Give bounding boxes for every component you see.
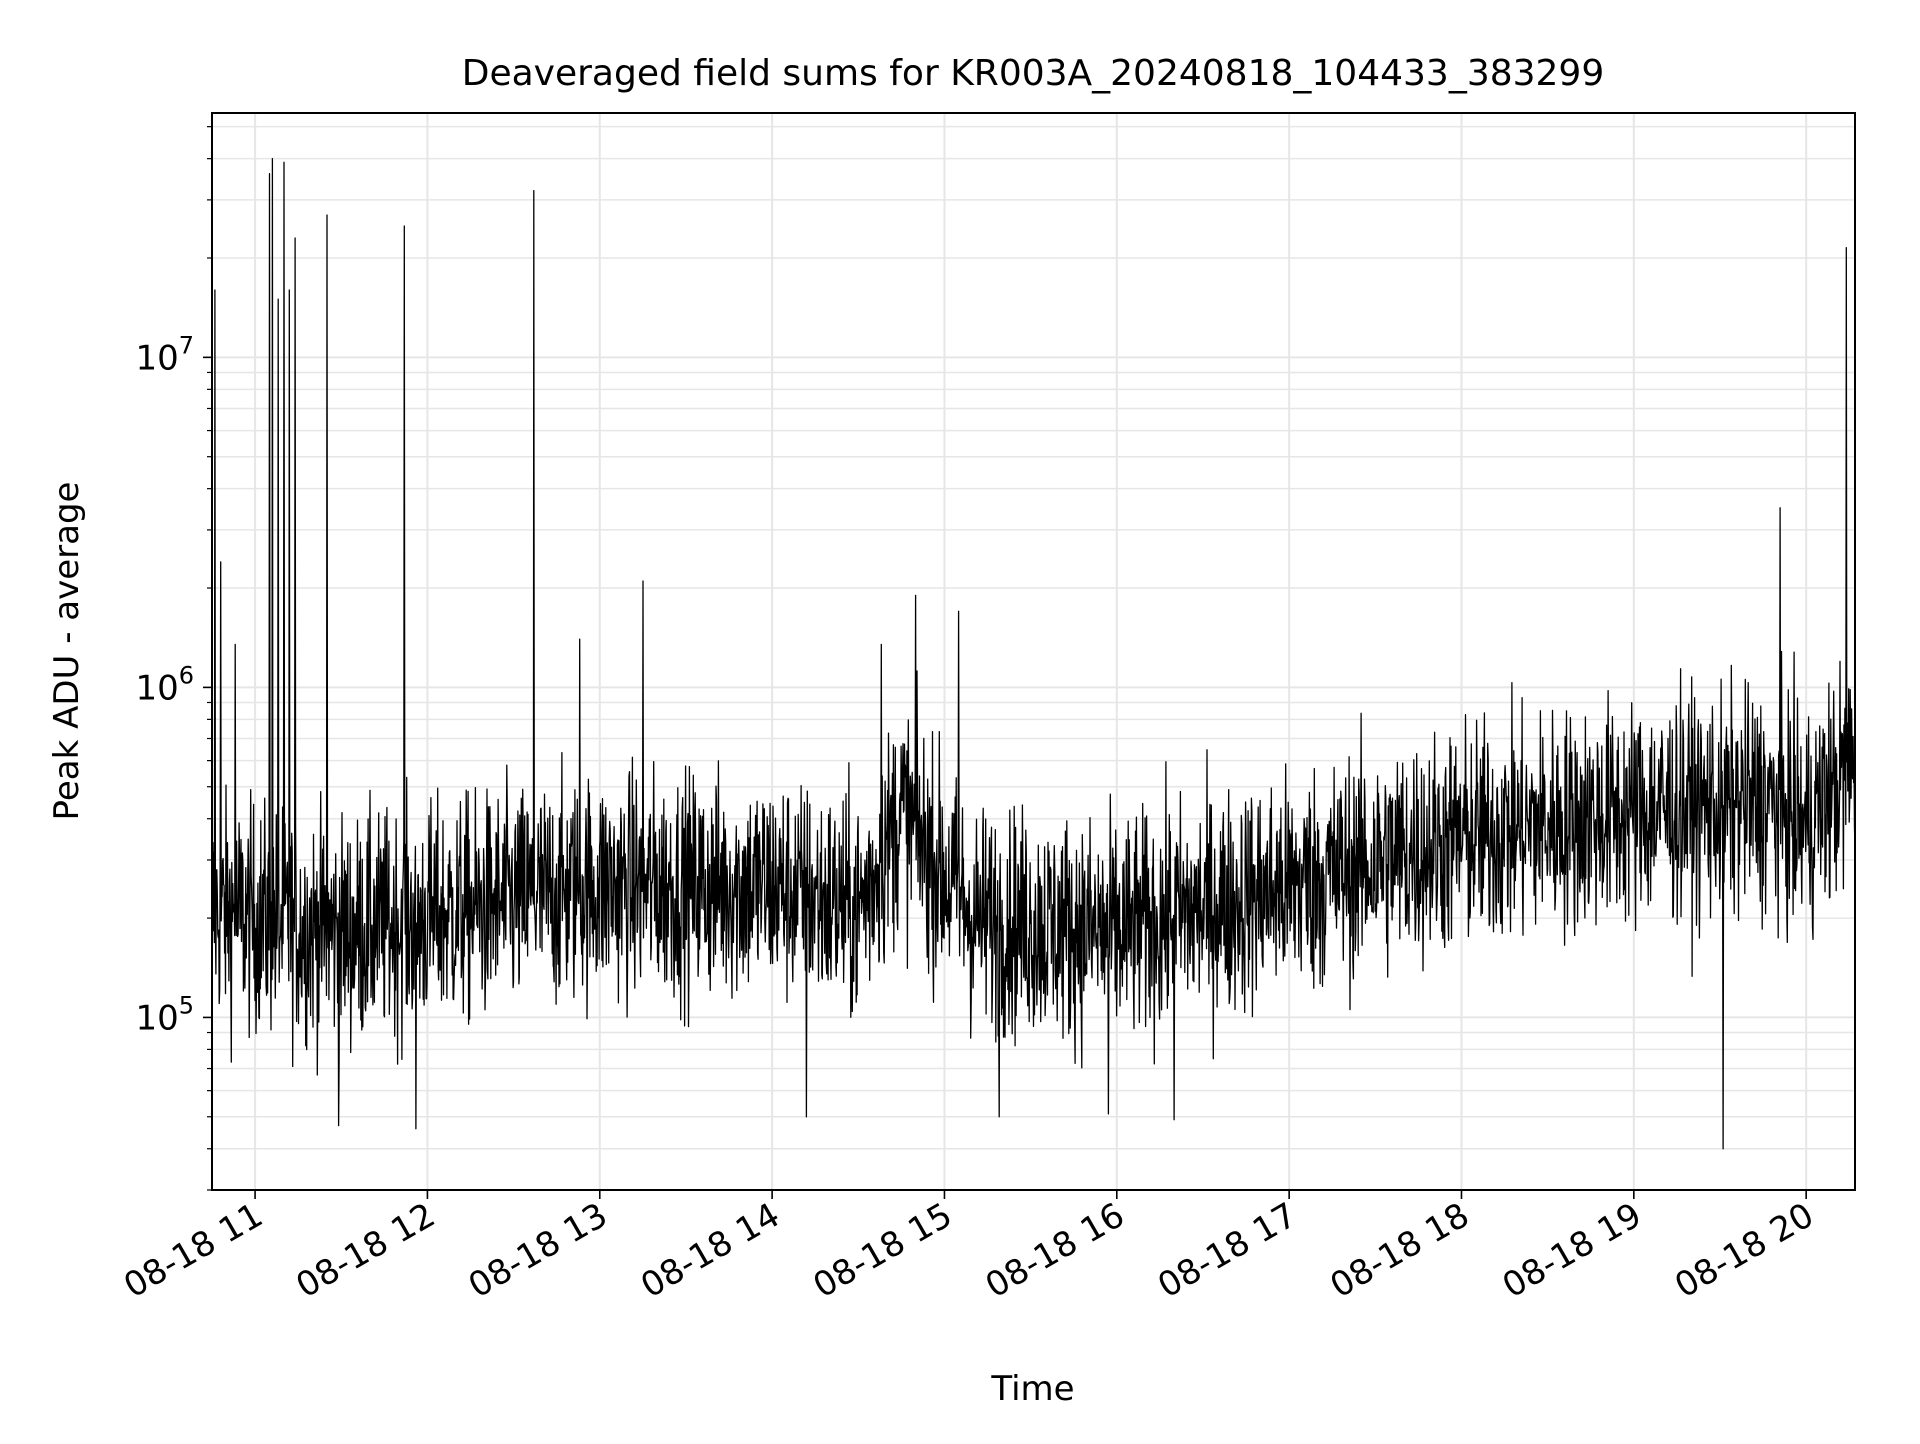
y-tick-exponent: 7 <box>179 331 194 359</box>
plot-frame <box>211 112 1856 1191</box>
y-tick-base: 10 <box>135 338 178 378</box>
y-tick-base: 10 <box>135 668 178 708</box>
series-line <box>211 157 1856 1150</box>
y-tick-exponent: 6 <box>179 661 194 689</box>
y-tick-label: 105 <box>135 991 194 1038</box>
y-tick-label: 107 <box>135 331 194 378</box>
y-axis-label: Peak ADU - average <box>47 482 87 821</box>
series-path <box>211 157 1856 1150</box>
y-tick-exponent: 5 <box>179 991 194 1019</box>
chart-title: Deaveraged field sums for KR003A_2024081… <box>462 53 1605 94</box>
y-tick-label: 106 <box>135 661 194 708</box>
x-axis-label: Time <box>990 1369 1074 1409</box>
y-tick-base: 10 <box>135 998 178 1038</box>
